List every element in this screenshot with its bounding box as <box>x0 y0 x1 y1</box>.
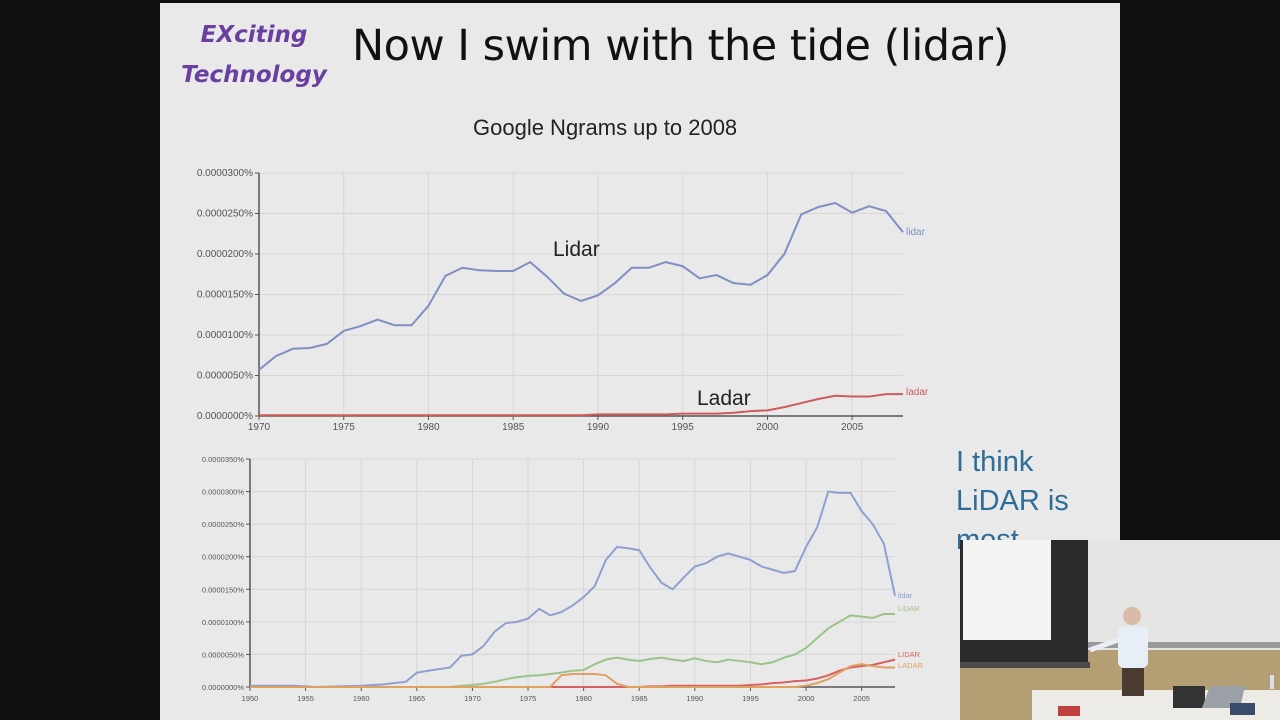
y-tick-label: 0.0000250% <box>202 520 244 529</box>
x-tick-label: 1980 <box>417 422 440 433</box>
y-tick-label: 0.0000250% <box>197 209 253 220</box>
x-tick-label: 1970 <box>248 422 271 433</box>
series-label: lidar <box>898 591 913 600</box>
series-line-lidar <box>258 201 904 371</box>
x-tick-label: 1985 <box>631 694 648 703</box>
annotation-lidar: Lidar <box>553 238 600 261</box>
x-tick-label: 2005 <box>841 422 864 433</box>
brand-line-2: Technology <box>181 62 327 88</box>
x-tick-label: 1955 <box>297 694 314 703</box>
x-tick-label: 1965 <box>408 694 425 703</box>
y-tick-label: 0.0000100% <box>197 330 253 341</box>
series-label: LiDAR <box>898 604 920 613</box>
slide: EXciting Technology Now I swim with the … <box>160 3 1120 720</box>
series-label: lidar <box>906 227 926 238</box>
x-tick-label: 1990 <box>686 694 703 703</box>
y-tick-label: 0.0000000% <box>202 683 244 692</box>
x-tick-label: 1980 <box>575 694 592 703</box>
y-tick-label: 0.0000100% <box>202 618 244 627</box>
x-tick-label: 1985 <box>502 422 525 433</box>
webcam-scene <box>960 540 1280 720</box>
y-tick-label: 0.0000150% <box>202 585 244 594</box>
series-line-lidar <box>250 490 896 689</box>
x-tick-label: 1975 <box>520 694 537 703</box>
presenter-webcam <box>960 540 1280 720</box>
x-tick-label: 1975 <box>333 422 356 433</box>
x-tick-label: 2005 <box>853 694 870 703</box>
y-tick-label: 0.0000200% <box>197 249 253 260</box>
y-tick-label: 0.0000300% <box>202 488 244 497</box>
brand-line-1: EXciting <box>200 22 308 48</box>
x-tick-label: 1950 <box>242 694 259 703</box>
y-tick-label: 0.0000000% <box>197 411 253 422</box>
annotation-ladar: Ladar <box>697 387 751 410</box>
chart-subtitle: Google Ngrams up to 2008 <box>473 115 738 140</box>
x-tick-label: 1960 <box>353 694 370 703</box>
series-line-ladar <box>250 663 895 688</box>
y-tick-label: 0.0000050% <box>197 371 253 382</box>
upper-ngram-chart: 0.0000000% 0.0000050% 0.0000100% 0.0000150%… <box>197 168 929 433</box>
series-label: LADAR <box>898 661 924 670</box>
x-tick-label: 2000 <box>798 694 815 703</box>
y-tick-label: 0.0000200% <box>202 553 244 562</box>
x-tick-label: 1970 <box>464 694 481 703</box>
series-label: ladar <box>906 387 929 398</box>
series-line-ladar <box>259 393 903 417</box>
slide-title: Now I swim with the tide (lidar) <box>352 21 1009 71</box>
series-line-lidar <box>250 613 895 688</box>
y-tick-label: 0.0000300% <box>197 168 253 179</box>
series-label: LIDAR <box>898 650 921 659</box>
x-tick-label: 1990 <box>587 422 610 433</box>
x-tick-label: 1995 <box>742 694 759 703</box>
lower-ngram-chart: 0.0000000% 0.0000050% 0.0000100% 0.0000150%… <box>202 455 924 703</box>
y-tick-label: 0.0000050% <box>202 650 244 659</box>
y-tick-label: 0.0000350% <box>202 455 244 464</box>
x-tick-label: 2000 <box>756 422 779 433</box>
y-tick-label: 0.0000150% <box>197 290 253 301</box>
x-tick-label: 1995 <box>672 422 695 433</box>
brand-logo: EXciting Technology <box>174 15 334 95</box>
